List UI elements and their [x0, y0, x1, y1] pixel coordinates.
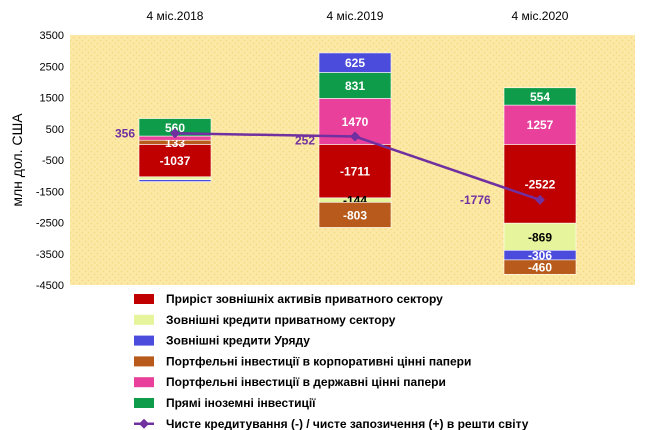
data-label: 560 — [165, 121, 185, 135]
y-tick-label: -3500 — [36, 249, 64, 261]
y-tick-label: 3500 — [40, 30, 64, 42]
bar-segment — [318, 144, 392, 199]
category-label: 4 міс.2019 — [327, 9, 384, 23]
line-data-label: -1776 — [460, 193, 491, 207]
line-marker — [170, 128, 180, 139]
bar-segment — [318, 72, 392, 99]
legend-swatch — [134, 356, 154, 367]
bar-segment — [138, 144, 212, 178]
line-marker — [350, 131, 360, 142]
bar-segment — [318, 202, 392, 228]
bar-segment — [503, 87, 577, 106]
y-tick-label: -2500 — [36, 218, 64, 230]
legend-label: Чисте кредитування (-) / чисте запозичен… — [166, 417, 529, 430]
y-tick-label: -1500 — [36, 186, 64, 198]
data-label: -869 — [528, 230, 552, 244]
legend-swatch — [134, 335, 154, 346]
legend-swatch — [134, 398, 154, 408]
legend-label: Портфельні інвестиції в державні цінні п… — [166, 375, 446, 389]
data-label: 554 — [530, 90, 550, 104]
data-label: -1711 — [340, 165, 370, 179]
data-label: -1037 — [160, 154, 191, 168]
legend-label: Зовнішні кредити Уряду — [166, 334, 310, 348]
legend-swatch — [139, 418, 149, 429]
bar-segment — [318, 52, 392, 73]
y-tick-label: -4500 — [36, 280, 64, 292]
legend-label: Прямі іноземні інвестиції — [166, 396, 316, 410]
legend-label: Приріст зовнішніх активів приватного сек… — [166, 292, 443, 306]
data-label: 1257 — [527, 118, 554, 132]
y-tick-label: -500 — [42, 155, 64, 167]
line-data-label: 252 — [295, 134, 315, 148]
data-label: 831 — [345, 79, 365, 93]
data-label: 1470 — [342, 115, 369, 129]
data-label: -803 — [343, 208, 367, 222]
legend-label: Зовнішні кредити приватному сектору — [166, 313, 396, 327]
bar-segment — [138, 179, 212, 182]
data-label: 625 — [345, 56, 365, 70]
line-marker — [535, 194, 545, 205]
data-label: -2522 — [525, 177, 556, 191]
bar-segment — [503, 259, 577, 275]
bar-segment — [503, 104, 577, 145]
line-data-label: 356 — [115, 126, 135, 140]
y-tick-label: 1500 — [40, 93, 64, 105]
legend-swatch — [134, 377, 154, 388]
y-tick-label: 500 — [46, 124, 64, 136]
bar-segment — [138, 176, 212, 180]
data-label: -460 — [528, 261, 552, 275]
y-axis-title: млн дол. США — [9, 113, 25, 207]
legend-swatch — [134, 314, 154, 325]
category-label: 4 міс.2018 — [147, 9, 204, 23]
data-label: -306 — [528, 249, 552, 263]
category-label: 4 міс.2020 — [512, 9, 569, 23]
y-tick-label: 2500 — [40, 61, 64, 73]
bar-segment — [503, 222, 577, 251]
legend-swatch — [134, 294, 154, 304]
legend-label: Портфельні інвестиції в корпоративні цін… — [166, 354, 471, 368]
